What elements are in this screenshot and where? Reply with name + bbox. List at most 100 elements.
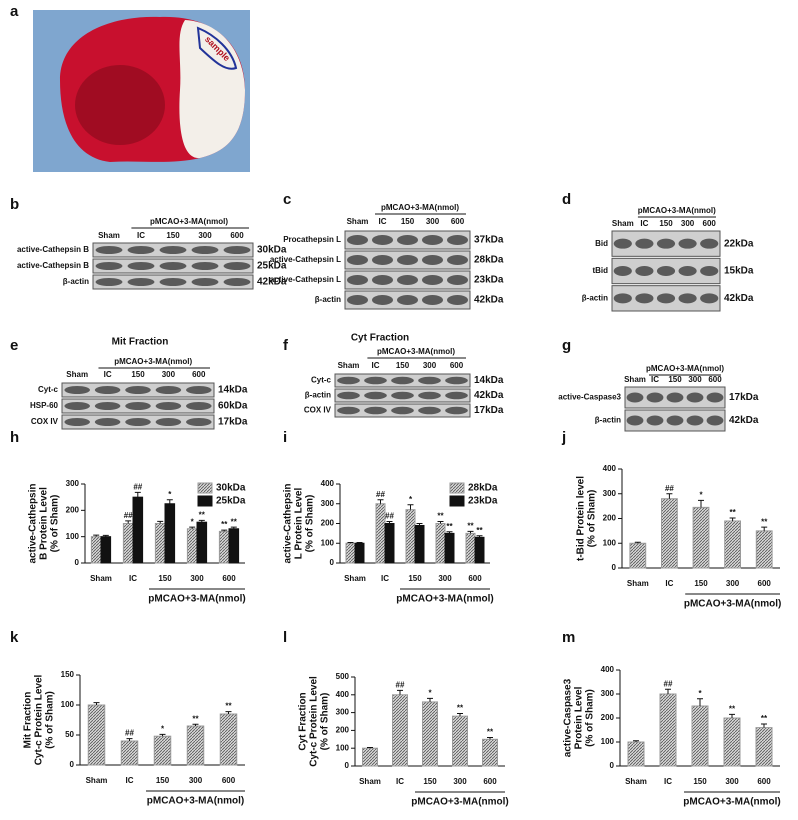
y-axis-label: Cyt-c Protein Level [34,674,45,765]
lane-label: IC [104,370,112,379]
lane-label: IC [651,375,659,384]
sample-outline [196,26,238,70]
blot-band [422,275,443,285]
lane-label: 600 [450,361,464,370]
bar [422,701,438,767]
blot-band [418,406,441,415]
blot-band [127,262,155,270]
lane-label: Sham [98,231,120,240]
row-label: HSP-60 [30,401,59,410]
y-tick-label: 0 [330,558,335,567]
x-tick-label: 300 [726,579,740,588]
x-tick-label: 600 [222,574,236,583]
lane-label: 150 [166,231,180,240]
legend-label: 28kDa [468,483,498,494]
y-tick-label: 400 [321,479,335,488]
legend-swatch [197,495,213,507]
row-size: 23kDa [474,275,504,286]
x-tick-label: 300 [190,574,204,583]
blot-band [613,293,632,304]
y-axis-label: (% of Sham) [50,495,61,553]
significance-mark: ** [225,702,232,711]
blot-band [337,406,360,415]
row-label: active-Caspase3 [558,393,621,402]
blot-band [397,255,418,265]
x-tick-label: IC [381,574,389,583]
striatum [75,65,165,145]
bar [196,521,208,564]
x-tick-label: 300 [189,776,203,785]
error-bar [367,746,373,749]
blot-band [646,415,664,426]
bar [661,498,678,569]
bar [691,705,709,767]
error-bar [729,713,735,718]
row-label: β-actin [315,295,341,304]
x-tick-label: 150 [408,574,422,583]
significance-mark: * [698,689,702,698]
row-size: 14kDa [218,385,248,396]
panel-label: i [283,429,287,446]
x-tick-label: 150 [156,776,170,785]
row-size: 37kDa [474,235,504,246]
y-tick-label: 300 [601,689,615,698]
x-tick-label: 300 [438,574,452,583]
blot-band [686,415,704,426]
blot-band [347,255,368,265]
blot-band [635,266,654,276]
significance-mark: ** [231,517,238,526]
row-size: 17kDa [729,392,759,403]
bar [629,542,647,569]
error-bar [397,689,403,695]
row-label: Bid [595,239,608,248]
y-axis-label: Cyt-c Protein Level [309,676,320,767]
y-axis-label: Cyt Fraction [298,692,309,750]
significance-mark: ** [761,714,768,723]
error-bar [633,740,639,742]
blot-band [700,293,719,304]
error-bar [189,526,196,529]
y-axis-label: (% of Sham) [585,689,596,747]
blot-band [447,235,468,245]
blot-band [445,376,468,385]
error-bar [427,697,433,702]
row-label: active-Cathepsin B [17,261,89,270]
blot-band [159,262,187,270]
y-tick-label: 0 [612,563,617,572]
bar [228,528,240,564]
blot-band [337,391,360,400]
blot-band [397,275,418,285]
y-tick-label: 300 [321,499,335,508]
blot-band [447,275,468,285]
x-axis-label: pMCAO+3-MA(nmol) [147,796,245,807]
blot-band [127,246,155,254]
blot-band [347,275,368,285]
blot-band [337,376,360,385]
blot-header: pMCAO+3-MA(nmol) [114,357,192,366]
error-bar [126,738,133,741]
error-bar [437,521,444,524]
blot-band [422,235,443,245]
blot-band [125,402,151,410]
significance-mark: ** [437,512,444,521]
lane-label: 300 [688,375,702,384]
y-axis-label: (% of Sham) [587,490,598,548]
lane-label: IC [372,361,380,370]
x-tick-label: 150 [423,777,437,786]
y-tick-label: 400 [601,665,615,674]
lane-label: 150 [668,375,682,384]
significance-mark: ## [396,680,405,689]
significance-mark: ** [467,522,474,531]
bar [90,536,102,564]
row-size: 28kDa [474,255,504,266]
significance-mark: ## [124,511,133,520]
lane-label: 150 [131,370,145,379]
blot-band [94,402,121,410]
panel-label: f [283,337,289,354]
error-bar [697,698,703,706]
x-tick-label: IC [396,777,404,786]
y-tick-label: 400 [603,464,617,473]
row-label: β-actin [63,277,89,286]
bar [186,725,205,766]
lane-label: 150 [659,219,673,228]
